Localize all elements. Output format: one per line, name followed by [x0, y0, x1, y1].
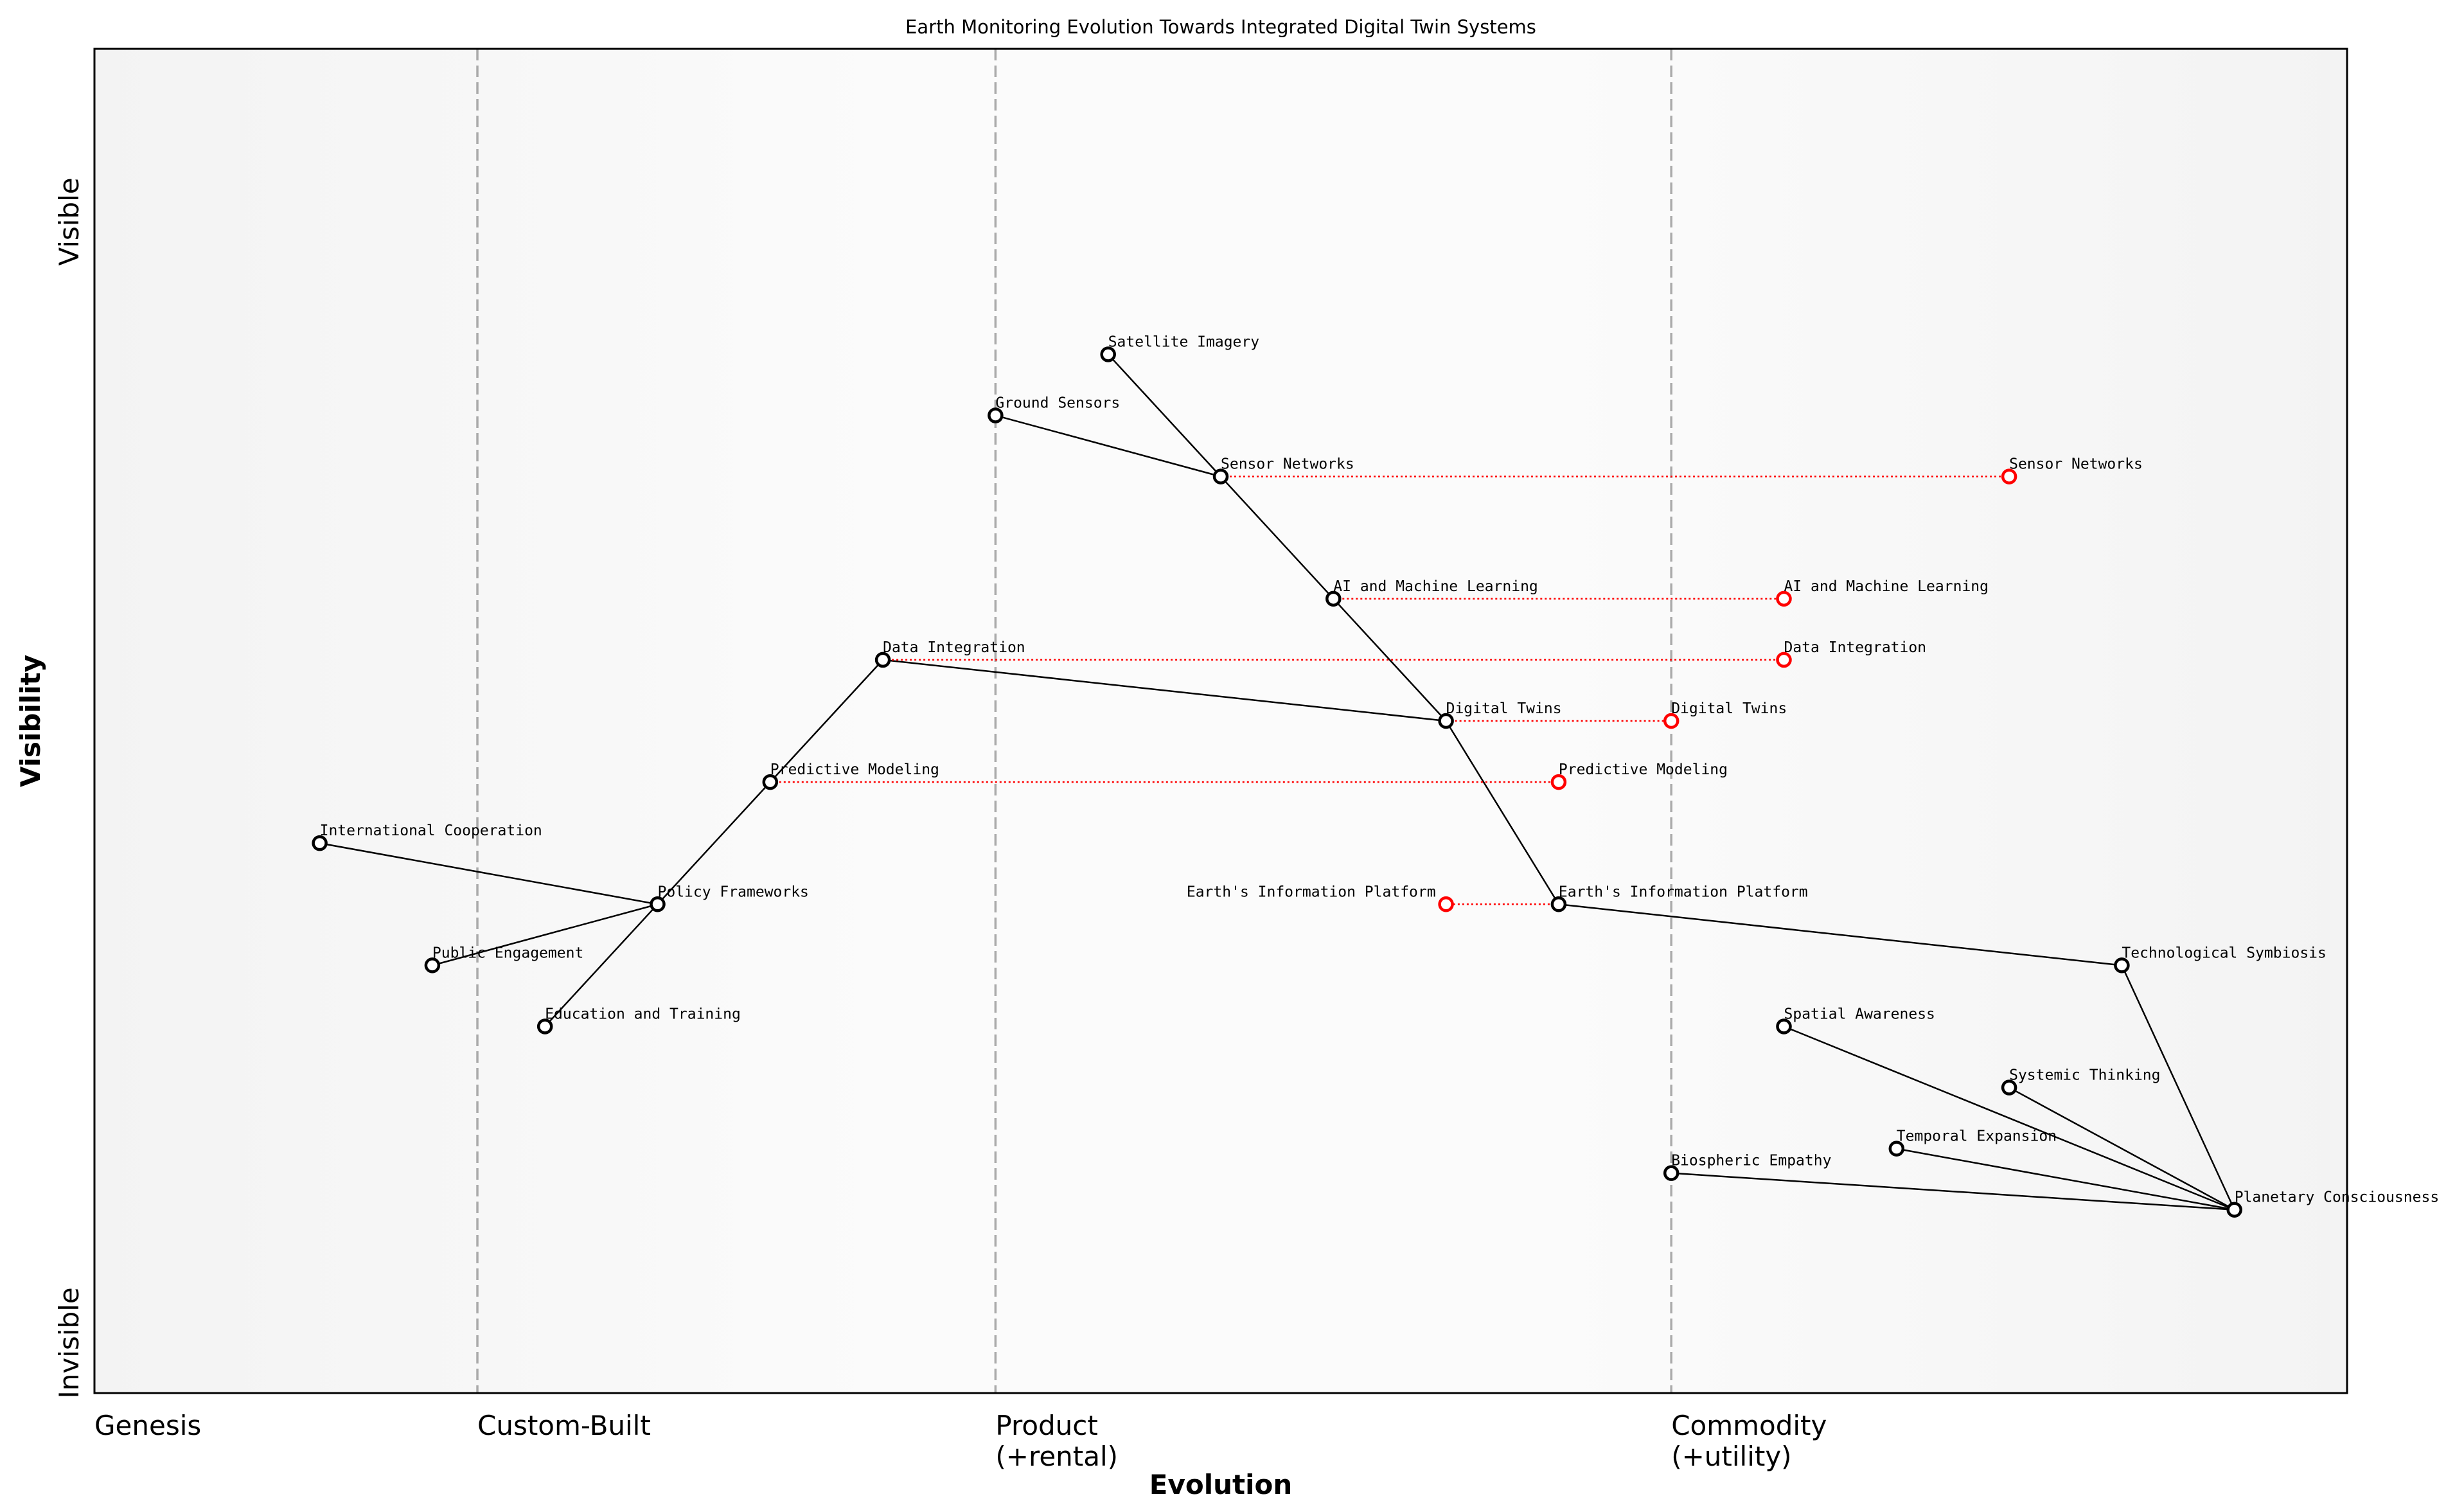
y-tick-visible: Visible [53, 177, 85, 265]
component-marker [874, 652, 891, 668]
component-label: Digital Twins [1446, 700, 1562, 717]
evolved-component-label: Sensor Networks [2009, 456, 2143, 473]
stage-label: Commodity [1671, 1410, 1827, 1441]
component-label: Technological Symbiosis [2122, 945, 2327, 961]
component-marker [424, 957, 441, 973]
component-marker [1663, 1165, 1680, 1181]
dependency-link [882, 659, 1446, 722]
component-marker [2226, 1202, 2242, 1218]
component-marker [1550, 896, 1567, 912]
dependency-link [1896, 1148, 2235, 1211]
dependency-link [2121, 964, 2235, 1211]
stage-label: Genesis [94, 1410, 201, 1441]
plot-frame [93, 48, 2348, 1394]
dependency-link [1445, 720, 1559, 905]
evolved-component-marker [1663, 713, 1680, 729]
component-label: Spatial Awareness [1784, 1006, 1935, 1022]
component-label: Sensor Networks [1221, 456, 1354, 473]
component-marker [1888, 1141, 1905, 1157]
component-marker [1212, 468, 1229, 484]
component-label: Public Engagement [432, 945, 583, 961]
evolved-component-marker [1776, 652, 1792, 668]
component-label: Satellite Imagery [1108, 333, 1259, 350]
evolved-component-marker [2001, 468, 2017, 484]
component-marker [1776, 1018, 1792, 1035]
dependency-link [1671, 1172, 2235, 1211]
component-marker [1438, 713, 1454, 729]
stage-sublabel: (+utility) [1671, 1441, 1791, 1472]
component-label: Planetary Consciousness [2235, 1189, 2440, 1206]
dependency-link [2008, 1087, 2235, 1211]
component-marker [988, 407, 1004, 423]
y-axis-label: Visibility [15, 655, 46, 787]
dependency-link [995, 414, 1221, 477]
component-label: Policy Frameworks [658, 884, 809, 900]
component-label: Temporal Expansion [1897, 1128, 2057, 1145]
chart-title: Earth Monitoring Evolution Towards Integ… [905, 16, 1536, 38]
evolved-component-marker [1438, 896, 1454, 912]
y-tick-invisible: Invisible [53, 1287, 85, 1398]
component-label: AI and Machine Learning [1333, 578, 1538, 595]
evolved-component-label: Predictive Modeling [1559, 761, 1728, 778]
dependency-link [657, 781, 771, 905]
component-marker [536, 1018, 553, 1035]
stage-sublabel: (+rental) [995, 1441, 1118, 1472]
dependency-link [319, 842, 658, 905]
plot-background [94, 49, 2347, 1393]
component-marker [2001, 1079, 2017, 1096]
stage-label: Product [995, 1410, 1097, 1441]
evolved-component-marker [1550, 774, 1567, 790]
dependency-link [544, 903, 659, 1027]
evolved-component-label: Data Integration [1784, 639, 1927, 656]
component-label: Data Integration [883, 639, 1025, 656]
evolved-component-label: AI and Machine Learning [1784, 578, 1989, 595]
component-marker [312, 835, 328, 851]
component-marker [1325, 591, 1342, 607]
evolved-component-label: Digital Twins [1671, 700, 1787, 717]
component-label: Systemic Thinking [2009, 1067, 2160, 1084]
dependency-link [1333, 598, 1447, 722]
dependency-link [769, 659, 884, 783]
component-label: Earth's Information Platform [1559, 884, 1808, 900]
component-marker [650, 896, 666, 912]
component-label: Biospheric Empathy [1671, 1153, 1831, 1169]
component-label: Predictive Modeling [770, 761, 939, 778]
dependency-link [432, 903, 658, 966]
dependency-link [1784, 1026, 2235, 1211]
component-marker [1100, 346, 1116, 362]
dependency-link [1220, 475, 1334, 600]
evolved-component-marker [1776, 591, 1792, 607]
dependency-link [1107, 353, 1221, 477]
component-label: International Cooperation [320, 822, 542, 839]
component-marker [2114, 957, 2130, 973]
stage-label: Custom-Built [477, 1410, 651, 1441]
component-label: Education and Training [545, 1006, 741, 1022]
dependency-link [1558, 903, 2122, 966]
component-label: Ground Sensors [995, 395, 1120, 412]
evolved-component-label: Earth's Information Platform [1187, 884, 1436, 900]
x-axis-label: Evolution [1149, 1469, 1292, 1500]
component-marker [762, 774, 779, 790]
